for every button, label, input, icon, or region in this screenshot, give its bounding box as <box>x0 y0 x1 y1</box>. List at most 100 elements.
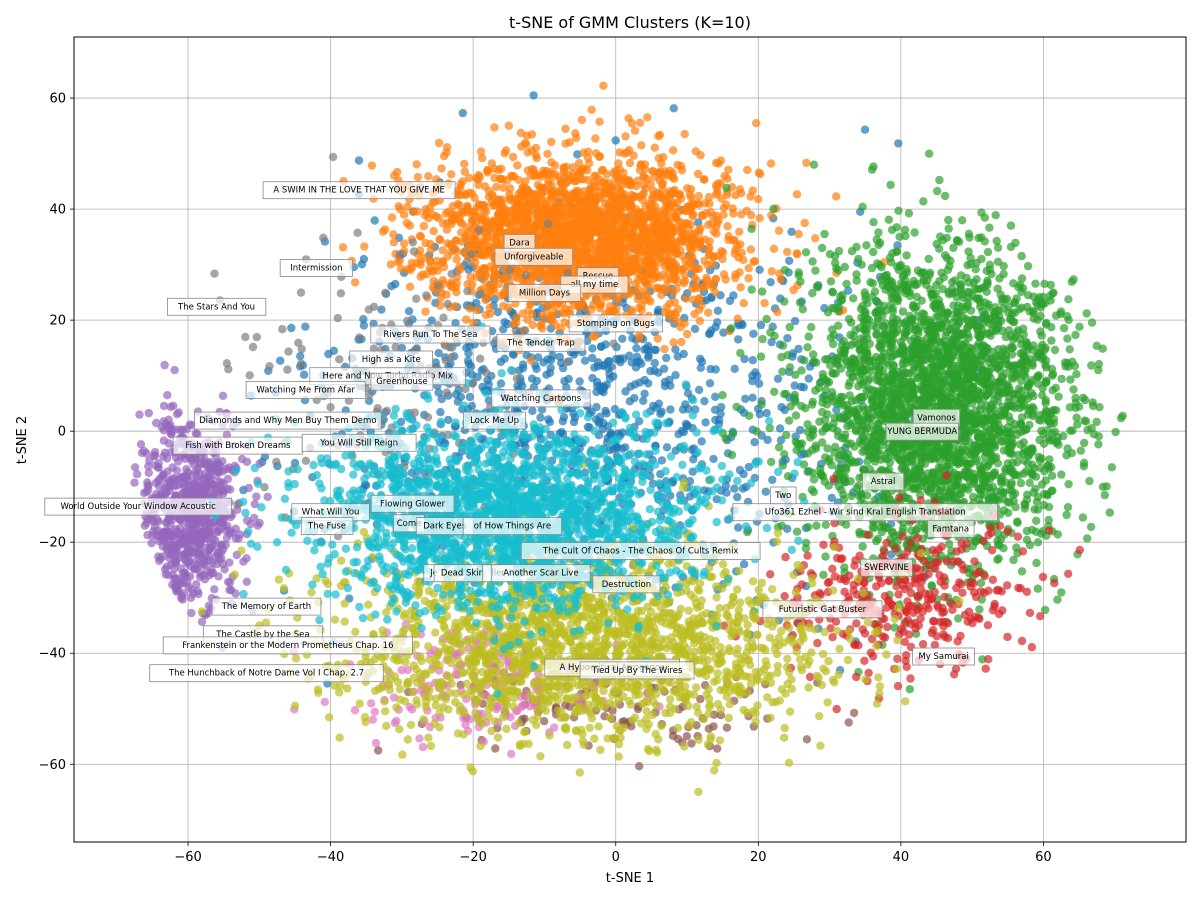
cluster-0-point <box>644 347 652 355</box>
cluster-1-point <box>499 175 507 183</box>
cluster-1-point <box>536 322 544 330</box>
cluster-1-point <box>486 246 494 254</box>
cluster-2-point <box>718 391 726 399</box>
cluster-1-point <box>706 250 714 258</box>
cluster-1-point <box>801 219 809 227</box>
cluster-1-point <box>739 256 747 264</box>
cluster-1-point <box>673 161 681 169</box>
cluster-1-point <box>626 159 634 167</box>
cluster-1-point <box>756 214 764 222</box>
cluster-1-point <box>608 220 616 228</box>
cluster-1-point <box>783 248 791 256</box>
cluster-1-point <box>517 129 525 137</box>
cluster-1-point <box>442 210 450 218</box>
cluster-2-point <box>778 368 786 376</box>
cluster-2-point <box>786 363 794 371</box>
cluster-1-point <box>655 169 663 177</box>
cluster-1-point <box>550 172 558 180</box>
cluster-1-point <box>453 248 461 256</box>
cluster-0-point <box>618 335 626 343</box>
cluster-1-point <box>634 295 642 303</box>
cluster-1-point <box>558 232 566 240</box>
cluster-1-point <box>561 191 569 199</box>
cluster-1-point <box>641 160 649 168</box>
cluster-0-point <box>763 436 771 444</box>
cluster-0-point <box>632 344 640 352</box>
cluster-1-point <box>644 212 652 220</box>
cluster-1-point <box>695 192 703 200</box>
cluster-1-point <box>459 177 467 185</box>
cluster-0-point <box>639 397 647 405</box>
cluster-1-point <box>714 179 722 187</box>
cluster-0-point <box>296 352 304 360</box>
cluster-0-point <box>594 362 602 370</box>
cluster-2-point <box>1042 378 1050 386</box>
cluster-0-point <box>467 362 475 370</box>
cluster-0-point <box>529 91 537 99</box>
cluster-1-point <box>581 304 589 312</box>
cluster-1-point <box>595 153 603 161</box>
cluster-0-point <box>680 428 688 436</box>
cluster-1-point <box>709 283 717 291</box>
cluster-0-point <box>697 364 705 372</box>
cluster-2-point <box>1047 336 1055 344</box>
cluster-1-point <box>528 130 536 138</box>
cluster-2-point <box>842 465 850 473</box>
cluster-1-point <box>513 161 521 169</box>
cluster-1-point <box>701 199 709 207</box>
cluster-1-point <box>636 119 644 127</box>
cluster-0-point <box>861 126 869 134</box>
cluster-1-point <box>542 167 550 175</box>
cluster-1-point <box>531 170 539 178</box>
cluster-1-point <box>595 118 603 126</box>
cluster-2-point <box>1017 252 1025 260</box>
cluster-1-point <box>612 166 620 174</box>
cluster-2-point <box>728 451 736 459</box>
cluster-2-point <box>893 223 901 231</box>
cluster-0-point <box>709 455 717 463</box>
cluster-0-point <box>655 400 663 408</box>
cluster-0-point <box>601 407 609 415</box>
cluster-1-point <box>526 199 534 207</box>
cluster-0-point <box>597 387 605 395</box>
cluster-1-point <box>421 308 429 316</box>
cluster-1-point <box>683 202 691 210</box>
cluster-1-point <box>646 257 654 265</box>
cluster-1-point <box>723 222 731 230</box>
cluster-1-point <box>745 264 753 272</box>
cluster-1-point <box>557 324 565 332</box>
cluster-1-point <box>793 190 801 198</box>
cluster-0-point <box>497 379 505 387</box>
cluster-1-point <box>567 238 575 246</box>
cluster-0-point <box>640 376 648 384</box>
cluster-1-point <box>454 200 462 208</box>
cluster-1-point <box>541 204 549 212</box>
cluster-2-point <box>812 522 820 530</box>
cluster-1-point <box>669 316 677 324</box>
cluster-1-point <box>634 250 642 258</box>
cluster-1-point <box>488 159 496 167</box>
cluster-1-point <box>437 164 445 172</box>
cluster-2-point <box>811 266 819 274</box>
cluster-2-point <box>727 324 735 332</box>
cluster-1-point <box>625 253 633 261</box>
cluster-1-point <box>473 306 481 314</box>
cluster-1-point <box>627 262 635 270</box>
cluster-1-point <box>663 282 671 290</box>
cluster-1-point <box>451 211 459 219</box>
cluster-1-point <box>578 116 586 124</box>
cluster-1-point <box>530 192 538 200</box>
cluster-2-point <box>935 245 943 253</box>
cluster-1-point <box>627 182 635 190</box>
cluster-2-point <box>802 248 810 256</box>
cluster-1-point <box>615 174 623 182</box>
cluster-0-point <box>714 307 722 315</box>
cluster-0-point <box>276 357 284 365</box>
cluster-1-point <box>740 299 748 307</box>
cluster-1-point <box>639 196 647 204</box>
cluster-1-point <box>544 180 552 188</box>
cluster-0-point <box>377 305 385 313</box>
cluster-2-point <box>846 391 854 399</box>
